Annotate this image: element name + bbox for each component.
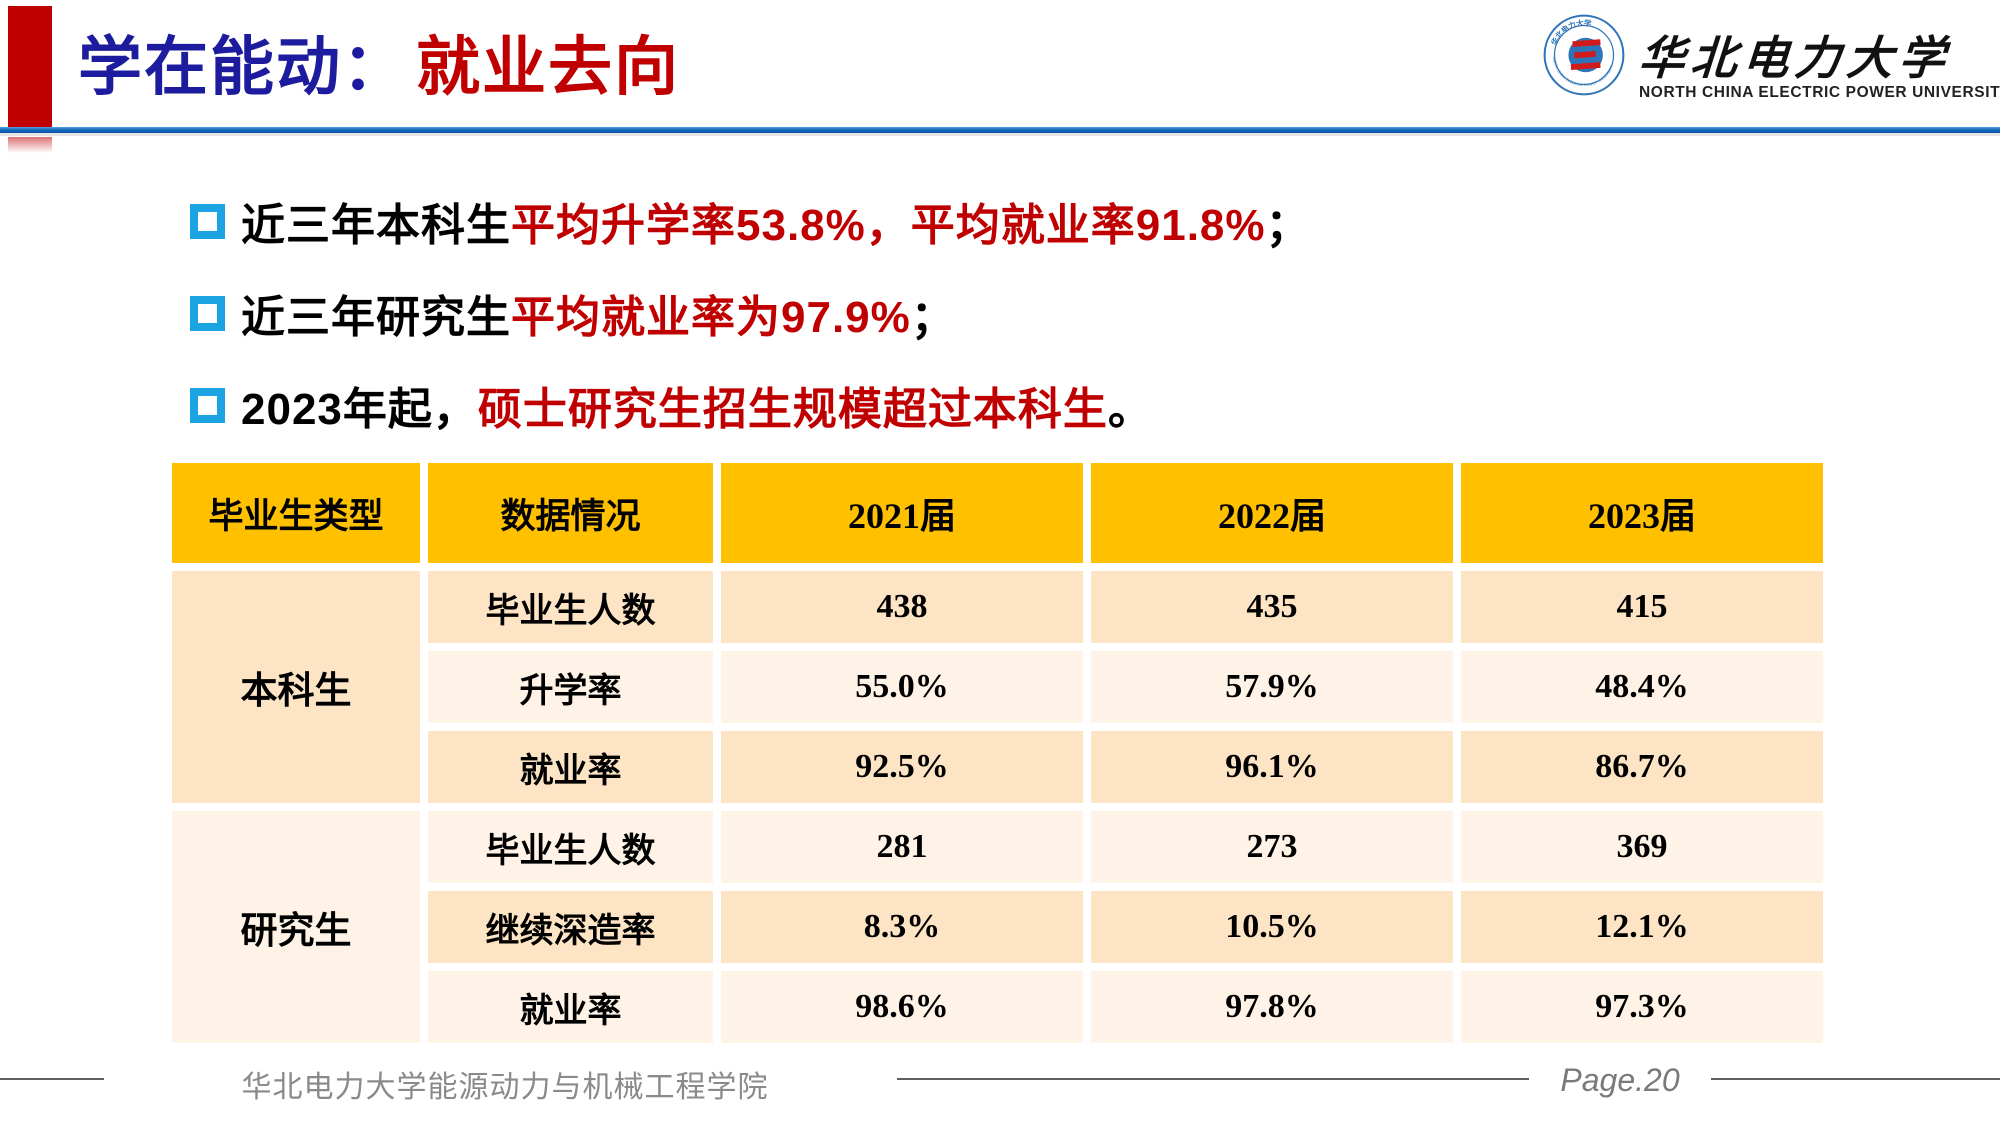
university-logo: 华北电力大学 NORTH CHINA ELECTRIC POWER UNIVER…: [1543, 12, 2000, 117]
col-header-2021: 2021届: [721, 463, 1083, 563]
left-red-bar-reflection: [8, 137, 52, 153]
university-emblem-icon: 华北电力大学 NORTH CHINA ELECTRIC POWER UNIVER…: [1543, 14, 1625, 96]
group-label-postgraduate: 研究生: [172, 811, 420, 1043]
cell-value: 57.9%: [1091, 651, 1453, 723]
col-header-2023: 2023届: [1461, 463, 1823, 563]
svg-text:1958: 1958: [1578, 72, 1591, 78]
table-row: 继续深造率 8.3% 10.5% 12.1%: [172, 891, 1823, 963]
bullet-3-text: 2023年起，硕士研究生招生规模超过本科生。: [241, 385, 1153, 434]
cell-value: 98.6%: [721, 971, 1083, 1043]
left-red-bar: [8, 6, 52, 127]
cell-value: 55.0%: [721, 651, 1083, 723]
metric-label: 升学率: [428, 651, 713, 723]
page-number: Page.20: [1560, 1062, 1680, 1098]
table-row: 升学率 55.0% 57.9% 48.4%: [172, 651, 1823, 723]
col-header-2022: 2022届: [1091, 463, 1453, 563]
footer-line-right: [1711, 1078, 2000, 1080]
group-label-undergraduate: 本科生: [172, 571, 420, 803]
footer-line-left: [0, 1078, 104, 1080]
employment-data-table: 毕业生类型 数据情况 2021届 2022届 2023届 本科生 毕业生人数 4…: [164, 455, 1831, 1051]
metric-label: 毕业生人数: [428, 571, 713, 643]
cell-value: 86.7%: [1461, 731, 1823, 803]
cell-value: 92.5%: [721, 731, 1083, 803]
bullet-1-text: 近三年本科生平均升学率53.8%，平均就业率91.8%；: [241, 201, 1311, 250]
bullet-2-text: 近三年研究生平均就业率为97.9%；: [241, 293, 956, 342]
bullet-line-1: 近三年本科生平均升学率53.8%，平均就业率91.8%；: [190, 192, 1311, 250]
header-divider-shadow: [0, 133, 2000, 136]
university-name-cn: 华北电力大学: [1636, 31, 1953, 85]
bullet-square-icon: [190, 295, 225, 331]
cell-value: 12.1%: [1461, 891, 1823, 963]
bullet-line-2: 近三年研究生平均就业率为97.9%；: [190, 284, 956, 342]
table-row: 研究生 毕业生人数 281 273 369: [172, 811, 1823, 1043]
cell-value: 96.1%: [1091, 731, 1453, 803]
cell-value: 415: [1461, 571, 1823, 643]
metric-label: 就业率: [428, 971, 713, 1043]
title-red-part: 就业去向: [416, 31, 680, 103]
cell-value: 8.3%: [721, 891, 1083, 963]
footer-organization: 华北电力大学能源动力与机械工程学院: [241, 1071, 769, 1104]
cell-value: 281: [721, 811, 1083, 883]
header-divider-line: [0, 127, 2000, 133]
metric-label: 继续深造率: [428, 891, 713, 963]
cell-value: 97.8%: [1091, 971, 1453, 1043]
col-header-graduate-type: 毕业生类型: [172, 463, 420, 563]
cell-value: 97.3%: [1461, 971, 1823, 1043]
cell-value: 435: [1091, 571, 1453, 643]
page-title: 学在能动： 就业去向: [78, 16, 680, 108]
footer-line-middle: [897, 1078, 1529, 1080]
cell-value: 10.5%: [1091, 891, 1453, 963]
bullet-square-icon: [190, 387, 225, 423]
cell-value: 369: [1461, 811, 1823, 883]
cell-value: 438: [721, 571, 1083, 643]
table-row: 就业率 92.5% 96.1% 86.7%: [172, 731, 1823, 803]
table-row: 本科生 毕业生人数 438 435 415: [172, 571, 1823, 803]
cell-value: 273: [1091, 811, 1453, 883]
bullet-square-icon: [190, 203, 225, 239]
title-blue-part: 学在能动：: [78, 31, 408, 103]
metric-label: 毕业生人数: [428, 811, 713, 883]
bullet-line-3: 2023年起，硕士研究生招生规模超过本科生。: [190, 376, 1153, 434]
university-name-en: NORTH CHINA ELECTRIC POWER UNIVERSITY: [1639, 84, 2000, 101]
col-header-data-item: 数据情况: [428, 463, 713, 563]
table-row: 就业率 98.6% 97.8% 97.3%: [172, 971, 1823, 1043]
table-header-row: 毕业生类型 数据情况 2021届 2022届 2023届: [172, 463, 1823, 563]
cell-value: 48.4%: [1461, 651, 1823, 723]
metric-label: 就业率: [428, 731, 713, 803]
